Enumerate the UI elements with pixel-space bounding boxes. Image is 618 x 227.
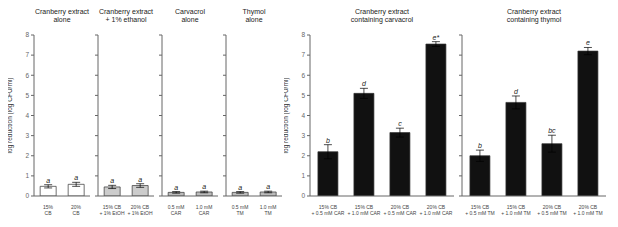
svg-text:2: 2	[301, 152, 305, 159]
svg-text:15% CB+ 1% EtOH: 15% CB+ 1% EtOH	[99, 204, 125, 216]
svg-text:1: 1	[25, 172, 29, 179]
svg-text:1.0 mMTM: 1.0 mMTM	[260, 204, 277, 216]
svg-text:a: a	[174, 184, 178, 191]
html-text:Cranberry extract alone: Cranberry extract alone	[35, 8, 89, 23]
svg-text:a: a	[46, 177, 50, 184]
svg-text:e*: e*	[433, 34, 440, 41]
svg-text:3: 3	[25, 132, 29, 139]
svg-text:20% CB+ 0.5 mM TM: 20% CB+ 0.5 mM TM	[537, 204, 567, 216]
html-text:Carvacrol alone: Carvacrol alone	[175, 8, 205, 23]
svg-text:1: 1	[301, 172, 305, 179]
svg-text:6: 6	[301, 72, 305, 79]
svg-text:15% CB+ 1.0 mM CAR: 15% CB+ 1.0 mM CAR	[348, 204, 381, 216]
svg-text:15% CB+ 0.5 mM CAR: 15% CB+ 0.5 mM CAR	[312, 204, 345, 216]
svg-text:0: 0	[25, 192, 29, 199]
svg-text:c: c	[398, 120, 402, 127]
svg-text:8: 8	[25, 31, 29, 38]
svg-text:0: 0	[301, 192, 305, 199]
svg-text:a: a	[238, 184, 242, 191]
svg-text:6: 6	[25, 72, 29, 79]
svg-text:4: 4	[25, 112, 29, 119]
svg-text:8: 8	[301, 31, 305, 38]
svg-text:20% CB+ 1.0 mM TM: 20% CB+ 1.0 mM TM	[573, 204, 603, 216]
svg-text:15% CB+ 0.5 mM TM: 15% CB+ 0.5 mM TM	[465, 204, 495, 216]
svg-text:7: 7	[25, 51, 29, 58]
svg-text:5: 5	[301, 92, 305, 99]
svg-text:d: d	[514, 88, 519, 95]
svg-text:3: 3	[301, 132, 305, 139]
svg-text:15%CB: 15%CB	[43, 204, 54, 216]
svg-text:log reduction (log CFU/ml): log reduction (log CFU/ml)	[8, 78, 14, 154]
svg-text:a: a	[202, 183, 206, 190]
svg-text:e: e	[586, 39, 590, 46]
svg-text:4: 4	[301, 112, 305, 119]
svg-text:20% CB+ 1.0 mM CAR: 20% CB+ 1.0 mM CAR	[420, 204, 453, 216]
html-text:Cranberry extract containing c: Cranberry extract containing carvacrol	[350, 8, 414, 23]
svg-text:5: 5	[25, 92, 29, 99]
svg-text:0.5 mMCAR: 0.5 mMCAR	[168, 204, 185, 216]
svg-text:a: a	[110, 177, 114, 184]
svg-text:20%CB: 20%CB	[71, 204, 82, 216]
svg-text:2: 2	[25, 152, 29, 159]
svg-text:a: a	[74, 174, 78, 181]
svg-text:0.5 mMTM: 0.5 mMTM	[232, 204, 249, 216]
svg-text:b: b	[326, 137, 330, 144]
svg-text:7: 7	[301, 51, 305, 58]
svg-text:bc: bc	[548, 127, 556, 134]
html-text:Cranberry extract containing t: Cranberry extract containing thymol	[506, 8, 562, 23]
svg-text:log reduction (log CFU/ml): log reduction (log CFU/ml)	[284, 78, 290, 154]
svg-text:d: d	[362, 80, 367, 87]
svg-text:1.0 mMCAR: 1.0 mMCAR	[196, 204, 213, 216]
svg-text:a: a	[138, 176, 142, 183]
svg-text:20% CB+ 0.5 mM CAR: 20% CB+ 0.5 mM CAR	[384, 204, 417, 216]
svg-text:a: a	[266, 183, 270, 190]
svg-text:15% CB+ 1.0 mM TM: 15% CB+ 1.0 mM TM	[501, 204, 531, 216]
html-text:Cranberry extract + 1% ethanol: Cranberry extract + 1% ethanol	[99, 8, 153, 23]
html-text:Thymol alone: Thymol alone	[242, 8, 266, 23]
svg-text:20% CB+ 1% EtOH: 20% CB+ 1% EtOH	[127, 204, 153, 216]
svg-text:b: b	[478, 142, 482, 149]
